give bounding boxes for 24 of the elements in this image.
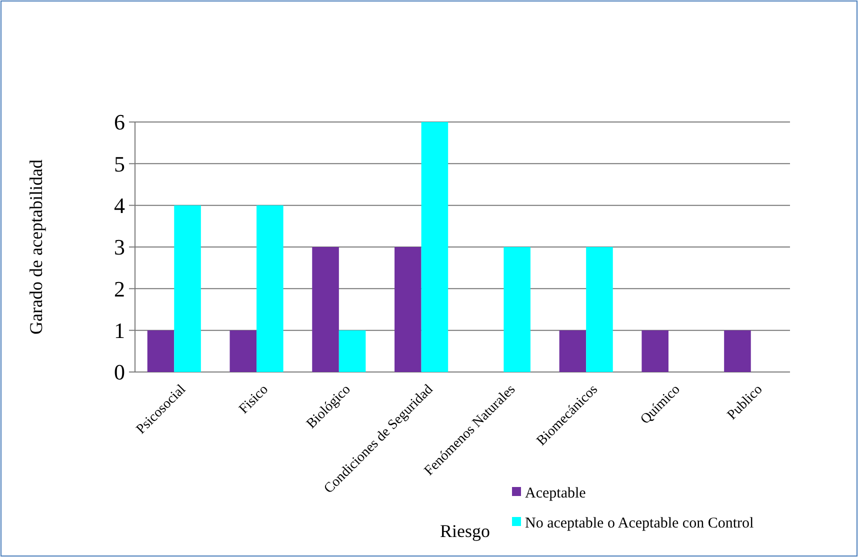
y-tick-label: 0 bbox=[114, 360, 125, 385]
y-tick-label: 3 bbox=[114, 234, 125, 260]
bar bbox=[338, 330, 366, 372]
y-tick-label: 6 bbox=[114, 110, 125, 135]
bar bbox=[312, 247, 339, 372]
legend-label: Aceptable bbox=[525, 485, 586, 502]
bar bbox=[504, 247, 530, 372]
bar bbox=[174, 205, 201, 372]
y-tick-label: 4 bbox=[114, 193, 125, 218]
legend-label: No aceptable o Aceptable con Control bbox=[525, 515, 754, 532]
bar bbox=[724, 330, 751, 372]
y-tick-label: 1 bbox=[114, 318, 125, 344]
y-axis-title: Garado de aceptabilidad bbox=[26, 160, 46, 334]
bar bbox=[586, 247, 613, 372]
bar bbox=[230, 330, 257, 372]
bar bbox=[394, 247, 422, 372]
y-tick-label: 5 bbox=[114, 151, 125, 176]
y-tick-label: 2 bbox=[114, 276, 125, 302]
bar bbox=[421, 122, 448, 372]
bar bbox=[559, 330, 586, 372]
x-axis-title: Riesgo bbox=[440, 521, 490, 541]
bar bbox=[147, 330, 174, 372]
bar bbox=[642, 330, 668, 372]
bar bbox=[256, 205, 284, 372]
